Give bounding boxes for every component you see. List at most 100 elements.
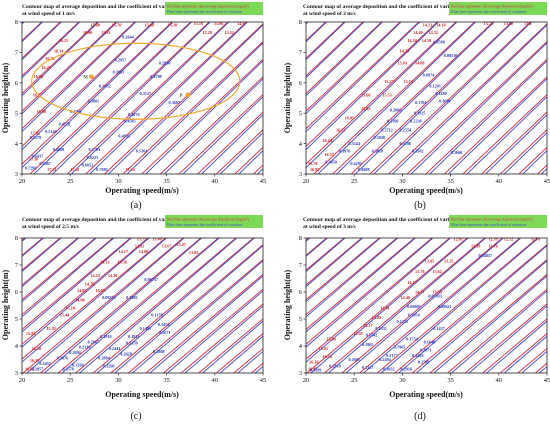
blue-contour-label: 0.3260 bbox=[72, 362, 84, 367]
blue-contour-line bbox=[114, 245, 263, 373]
blue-contour-line bbox=[219, 335, 263, 373]
red-contour-label: 12.39 bbox=[488, 237, 497, 242]
y-tick-label: 6 bbox=[299, 80, 303, 87]
plot-frame bbox=[21, 237, 264, 374]
blue-contour-label: 0.1437 bbox=[433, 326, 445, 331]
y-tick-label: 6 bbox=[299, 289, 303, 296]
panel-a: Contour map of average deposition and th… bbox=[1, 2, 266, 211]
red-contour-line bbox=[306, 238, 363, 286]
blue-contour-label: 0.5149 bbox=[45, 129, 57, 134]
panel-d: Contour map of average deposition and th… bbox=[283, 215, 550, 422]
red-contour-line bbox=[29, 22, 192, 174]
red-contour-label: 14.36 bbox=[118, 260, 127, 265]
red-contour-line bbox=[66, 22, 229, 174]
blue-contour-label: 0.6867 bbox=[39, 161, 51, 166]
blue-contour-line bbox=[22, 22, 100, 97]
red-contour-label: 15.53 bbox=[382, 92, 391, 97]
blue-contour-label: 0.1281 bbox=[429, 83, 441, 88]
red-contour-label: 14.00 bbox=[139, 249, 148, 254]
red-contour-line bbox=[22, 238, 167, 360]
red-contour-label: 16.88 bbox=[37, 109, 46, 114]
blue-contour-label: 0.3432 bbox=[99, 83, 111, 88]
contour-labels: 12.61 12.39 12.12 11.79 12.99 12.76 13.45 13.25… bbox=[308, 237, 540, 373]
x-tick-label: 40 bbox=[496, 377, 503, 384]
blue-contour-label: 0.3339 bbox=[310, 368, 322, 373]
red-contour-line bbox=[411, 258, 547, 373]
contour-lines bbox=[22, 22, 263, 174]
red-contour-label: 16.25 bbox=[59, 38, 68, 43]
red-contour-label: 15.59 bbox=[46, 326, 55, 331]
red-contour-line bbox=[159, 76, 263, 174]
blue-contour-label: 0.2957 bbox=[115, 58, 127, 63]
panel-c: Contour map of average deposition and th… bbox=[1, 215, 266, 422]
red-contour-label: 15.27 bbox=[384, 79, 393, 84]
x-tick-label: 30 bbox=[399, 178, 406, 185]
red-contour-line bbox=[369, 22, 532, 174]
blue-contour-line bbox=[22, 22, 81, 79]
legend-box bbox=[165, 2, 263, 15]
red-contour-line bbox=[22, 22, 173, 165]
panel-label: (d) bbox=[414, 411, 426, 422]
blue-contour-line bbox=[327, 238, 487, 373]
x-tick-label: 20 bbox=[19, 377, 26, 384]
blue-contour-line bbox=[96, 238, 256, 373]
blue-contour-label: 0.2441 bbox=[109, 346, 121, 351]
panel-title-line2: at wind speed of 2 m/s bbox=[303, 11, 357, 17]
blue-contour-label: 0.08510 bbox=[444, 53, 458, 58]
x-axis-label: Operating speed(m/s) bbox=[105, 186, 179, 195]
red-contour-line bbox=[306, 238, 451, 360]
y-tick-label: 5 bbox=[15, 110, 18, 117]
blue-contour-line bbox=[306, 22, 439, 151]
y-tick-label: 4 bbox=[15, 343, 19, 350]
blue-contour-label: 0.3127 bbox=[140, 91, 152, 96]
x-tick-label: 25 bbox=[351, 178, 358, 185]
x-tick-label: 40 bbox=[212, 377, 219, 384]
blue-contour-line bbox=[22, 238, 97, 303]
blue-contour-line bbox=[107, 24, 263, 174]
red-contour-label: 16.56 bbox=[34, 74, 43, 79]
red-contour-line bbox=[57, 238, 219, 373]
blue-contour-label: 0.2950 bbox=[159, 61, 171, 66]
red-contour-line bbox=[48, 22, 210, 174]
red-contour-line bbox=[178, 93, 263, 174]
blue-contour-label: 0.1476 bbox=[158, 322, 170, 327]
panel-label: (c) bbox=[130, 411, 141, 422]
blue-contour-line bbox=[306, 22, 384, 97]
blue-contour-line bbox=[447, 78, 547, 174]
y-axis-label: Operating height(m) bbox=[283, 62, 292, 133]
red-contour-label: 14.10 bbox=[436, 23, 445, 28]
red-contour-label: 16.83 bbox=[310, 167, 319, 172]
blue-contour-label: 0.7296 bbox=[25, 165, 37, 170]
blue-contour-label: 0.04857 bbox=[478, 253, 492, 258]
blue-contour-label: 0.1810 bbox=[100, 334, 112, 339]
blue-contour-label: 0.2599 bbox=[418, 360, 430, 365]
blue-contour-line bbox=[201, 320, 263, 373]
contour-labels: 15.80 15.70 15.48 15.38 15.18 15.06 14.9 16.00 1… bbox=[25, 21, 245, 172]
x-tick-label: 20 bbox=[19, 178, 26, 185]
blue-contour-label: 0.2283 bbox=[412, 353, 424, 358]
blue-contour-label: 0.2177 bbox=[386, 353, 398, 358]
legend-red-text: Red line represents the average depositi… bbox=[451, 217, 534, 222]
x-tick-label: 30 bbox=[115, 377, 122, 384]
blue-contour-line bbox=[362, 238, 522, 373]
blue-contour-line bbox=[61, 238, 220, 373]
red-contour-line bbox=[22, 238, 96, 301]
blue-contour-line bbox=[354, 22, 514, 174]
blue-contour-label: 0.2712 bbox=[381, 127, 393, 132]
plot-frame bbox=[305, 21, 548, 175]
red-contour-label: 17.31 bbox=[47, 167, 56, 172]
red-contour-line bbox=[306, 238, 416, 330]
blue-contour-line bbox=[306, 238, 417, 333]
red-contour-label: 16.77 bbox=[33, 92, 42, 97]
red-contour-line bbox=[198, 318, 263, 373]
blue-contour-label: 0.7083 bbox=[96, 167, 108, 172]
red-contour-label: 14.21 bbox=[423, 23, 432, 28]
blue-contour-line bbox=[184, 305, 263, 373]
red-contour-label: 11.79 bbox=[531, 237, 540, 242]
blue-contour-line bbox=[33, 22, 193, 174]
blue-contour-label: 0.3502 bbox=[412, 149, 424, 154]
red-contour-label: 14.54 bbox=[407, 38, 417, 43]
blue-contour-label: 0.1671 bbox=[159, 330, 171, 335]
contour-labels: 13.77 13.40 13.92 13.67 13.47 14.17 14.00 14.33… bbox=[25, 237, 198, 372]
point-marker-m bbox=[89, 74, 94, 80]
